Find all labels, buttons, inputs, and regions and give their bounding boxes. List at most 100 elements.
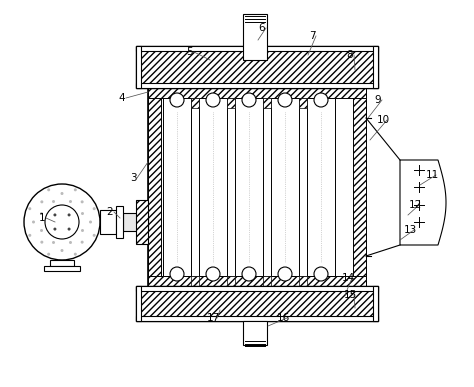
Bar xyxy=(136,200,148,244)
Bar xyxy=(243,14,267,60)
Circle shape xyxy=(170,93,184,107)
Circle shape xyxy=(40,241,43,244)
Bar xyxy=(50,260,74,266)
Circle shape xyxy=(54,213,56,216)
Circle shape xyxy=(61,217,64,220)
Circle shape xyxy=(81,200,83,203)
Circle shape xyxy=(63,223,66,226)
Bar xyxy=(136,286,378,291)
Circle shape xyxy=(52,200,55,203)
Bar xyxy=(243,321,267,345)
Bar xyxy=(227,276,235,286)
Bar xyxy=(136,46,141,88)
Circle shape xyxy=(68,228,71,231)
Bar xyxy=(353,88,366,286)
Circle shape xyxy=(40,229,43,232)
Bar xyxy=(373,46,378,88)
Circle shape xyxy=(314,267,328,281)
Circle shape xyxy=(69,217,72,220)
Bar xyxy=(299,98,307,108)
Bar xyxy=(136,316,378,321)
Bar xyxy=(299,276,307,286)
Bar xyxy=(373,286,378,321)
Circle shape xyxy=(206,267,220,281)
Text: 14: 14 xyxy=(341,273,355,283)
Circle shape xyxy=(61,192,64,195)
Bar xyxy=(191,276,199,286)
Circle shape xyxy=(57,229,60,232)
Bar xyxy=(123,213,148,231)
Text: 1: 1 xyxy=(39,213,46,223)
Circle shape xyxy=(52,217,55,220)
Circle shape xyxy=(61,249,64,252)
Circle shape xyxy=(72,232,75,235)
Circle shape xyxy=(61,205,64,208)
Text: 4: 4 xyxy=(118,93,125,103)
Circle shape xyxy=(40,212,43,215)
Circle shape xyxy=(61,236,64,239)
Bar xyxy=(191,98,199,108)
Circle shape xyxy=(61,224,64,227)
Text: 12: 12 xyxy=(409,200,422,210)
Circle shape xyxy=(45,205,79,239)
Bar xyxy=(227,98,235,108)
Circle shape xyxy=(69,241,72,244)
Circle shape xyxy=(47,188,50,191)
Circle shape xyxy=(64,212,67,215)
Circle shape xyxy=(69,224,72,227)
Circle shape xyxy=(314,93,328,107)
Text: 10: 10 xyxy=(376,115,390,125)
Circle shape xyxy=(242,93,256,107)
Bar xyxy=(136,46,378,88)
Circle shape xyxy=(68,213,71,216)
Circle shape xyxy=(28,207,31,210)
Circle shape xyxy=(49,209,52,212)
Text: 3: 3 xyxy=(130,173,137,183)
Text: 11: 11 xyxy=(425,170,438,180)
Text: 13: 13 xyxy=(403,225,417,235)
Circle shape xyxy=(206,93,220,107)
Circle shape xyxy=(63,218,66,221)
Bar xyxy=(136,46,378,51)
Bar xyxy=(44,266,80,271)
Circle shape xyxy=(57,221,60,224)
Circle shape xyxy=(64,229,67,232)
Circle shape xyxy=(74,253,77,256)
Bar xyxy=(307,98,335,276)
Circle shape xyxy=(242,267,256,281)
Circle shape xyxy=(40,200,43,203)
Circle shape xyxy=(81,229,84,232)
Circle shape xyxy=(170,267,184,281)
Bar xyxy=(263,276,271,286)
Circle shape xyxy=(57,212,60,215)
Bar xyxy=(263,98,271,108)
Bar xyxy=(199,98,227,276)
Bar xyxy=(271,98,299,276)
Circle shape xyxy=(81,212,84,215)
Bar xyxy=(161,98,353,276)
Circle shape xyxy=(32,221,35,224)
Circle shape xyxy=(69,200,72,203)
Circle shape xyxy=(47,253,50,256)
Circle shape xyxy=(58,223,61,226)
Circle shape xyxy=(58,218,61,221)
Bar xyxy=(100,210,116,234)
Polygon shape xyxy=(400,160,446,245)
Text: 16: 16 xyxy=(276,313,290,323)
Circle shape xyxy=(52,224,55,227)
Text: 9: 9 xyxy=(374,95,381,105)
Circle shape xyxy=(278,267,292,281)
Bar xyxy=(136,286,378,321)
Circle shape xyxy=(72,209,75,212)
Bar xyxy=(116,206,123,238)
Text: 15: 15 xyxy=(343,290,356,300)
Bar xyxy=(235,98,263,276)
Bar xyxy=(136,286,141,321)
Bar xyxy=(148,88,366,286)
Bar xyxy=(136,83,378,88)
Circle shape xyxy=(28,234,31,237)
Circle shape xyxy=(81,241,83,244)
Circle shape xyxy=(76,221,79,224)
Circle shape xyxy=(74,188,77,191)
Text: 2: 2 xyxy=(107,207,113,217)
